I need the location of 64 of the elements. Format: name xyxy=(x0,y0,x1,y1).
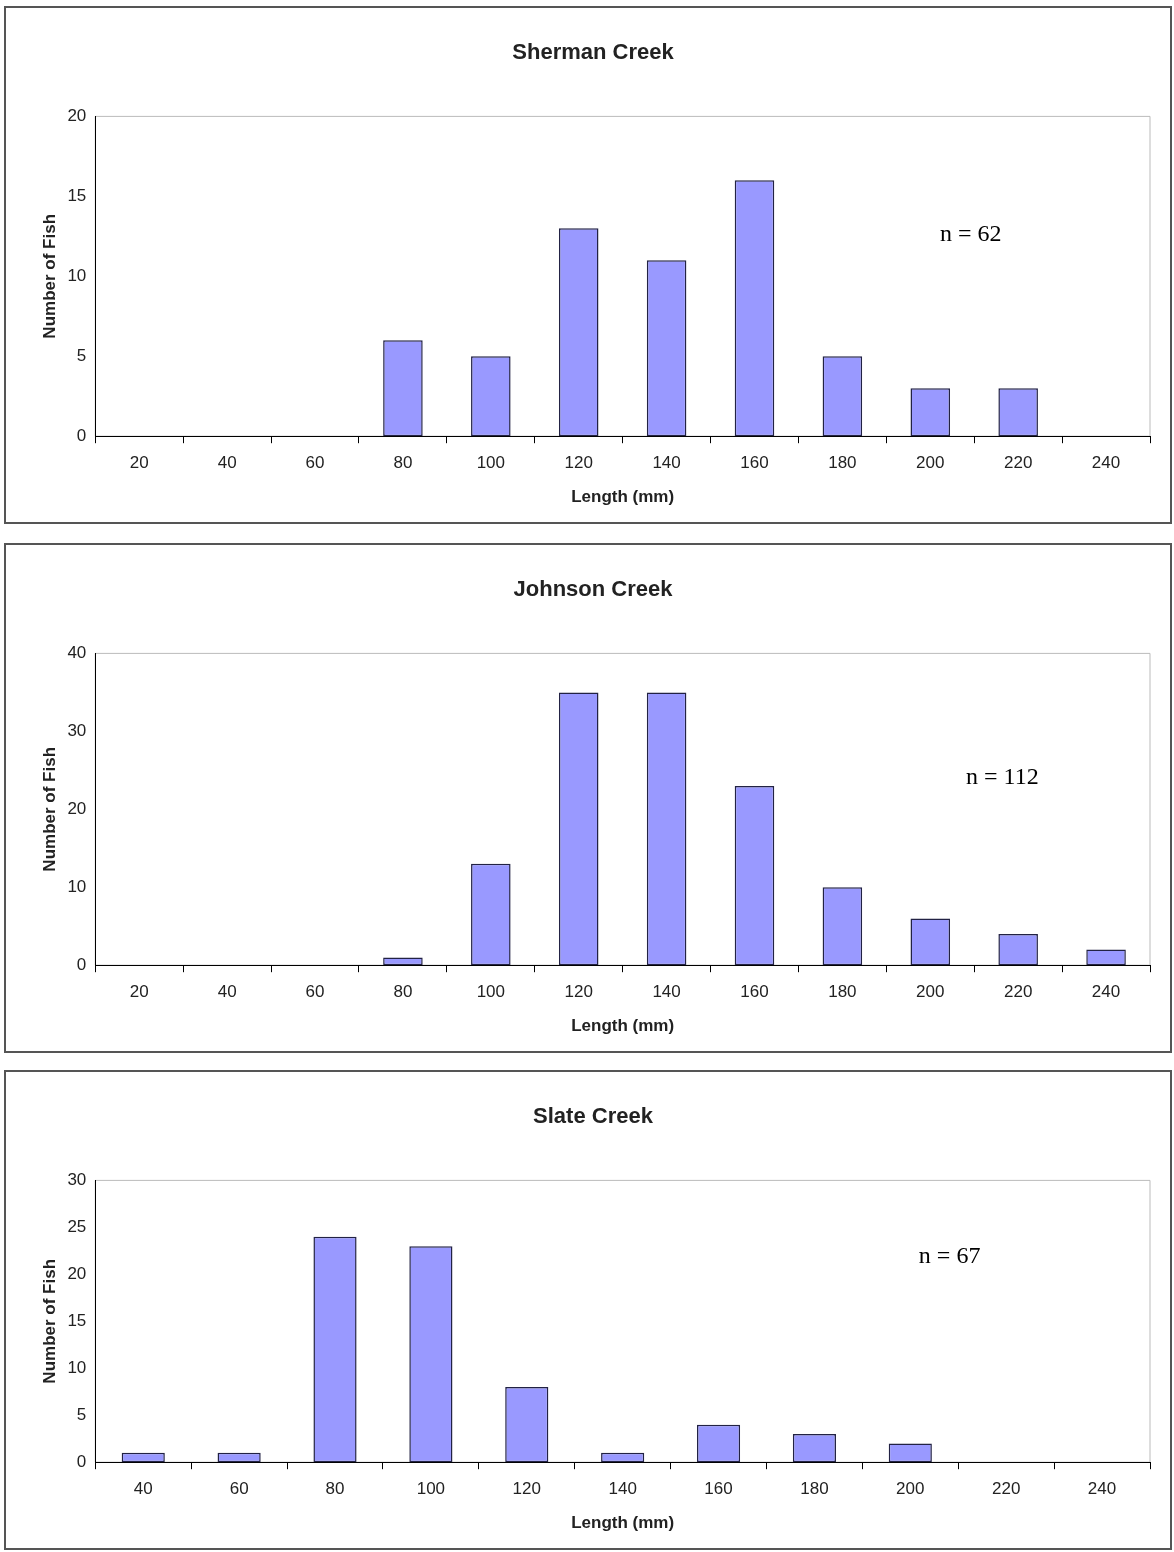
x-tick-label: 160 xyxy=(740,982,769,1002)
x-tick-label: 80 xyxy=(393,982,413,1002)
x-tick-label: 60 xyxy=(305,453,325,473)
x-tick-label: 80 xyxy=(393,453,413,473)
y-axis-title: Number of Fish xyxy=(39,213,59,339)
y-axis-title: Number of Fish xyxy=(39,1258,59,1384)
x-tick-label: 20 xyxy=(129,982,149,1002)
y-tick-label: 20 xyxy=(67,106,87,126)
y-axis-title: Number of Fish xyxy=(39,746,59,872)
x-tick-label: 180 xyxy=(828,982,857,1002)
x-tick-label: 160 xyxy=(740,453,769,473)
x-tick-label: 140 xyxy=(652,453,681,473)
y-tick-label: 10 xyxy=(67,876,87,896)
y-tick-label: 5 xyxy=(76,345,87,365)
y-tick-label: 5 xyxy=(76,1404,87,1424)
y-tick-label: 40 xyxy=(67,643,87,663)
y-tick-label: 10 xyxy=(67,1357,87,1377)
x-tick-label: 220 xyxy=(991,1479,1021,1499)
chart-title: Sherman Creek xyxy=(512,39,675,65)
y-tick-label: 15 xyxy=(67,1310,87,1330)
x-tick-label: 180 xyxy=(800,1479,829,1499)
x-tick-label: 140 xyxy=(652,982,681,1002)
x-tick-label: 180 xyxy=(828,453,857,473)
x-tick-label: 40 xyxy=(133,1479,153,1499)
x-axis-title: Length (mm) xyxy=(571,1513,675,1533)
x-tick-label: 100 xyxy=(476,982,506,1002)
x-tick-label: 100 xyxy=(416,1479,446,1499)
x-tick-label: 40 xyxy=(217,453,237,473)
x-tick-label: 20 xyxy=(129,453,149,473)
x-tick-label: 200 xyxy=(916,982,945,1002)
x-tick-label: 240 xyxy=(1087,1479,1117,1499)
annotation: n = 62 xyxy=(939,220,1002,247)
x-tick-label: 240 xyxy=(1091,982,1121,1002)
x-tick-label: 60 xyxy=(229,1479,249,1499)
x-tick-label: 120 xyxy=(564,453,593,473)
x-tick-label: 220 xyxy=(1003,453,1033,473)
y-tick-label: 15 xyxy=(67,186,87,206)
x-tick-label: 120 xyxy=(512,1479,541,1499)
x-tick-label: 200 xyxy=(916,453,945,473)
chart-title: Slate Creek xyxy=(533,1103,654,1129)
x-tick-label: 40 xyxy=(217,982,237,1002)
y-tick-label: 20 xyxy=(67,1264,87,1284)
x-axis-title: Length (mm) xyxy=(571,487,675,507)
x-tick-label: 60 xyxy=(305,982,325,1002)
y-tick-label: 30 xyxy=(67,1170,87,1190)
x-tick-label: 240 xyxy=(1091,453,1121,473)
x-axis-title: Length (mm) xyxy=(571,1016,675,1036)
y-tick-label: 0 xyxy=(76,954,87,974)
x-tick-label: 200 xyxy=(896,1479,925,1499)
annotation: n = 112 xyxy=(966,763,1039,790)
x-tick-label: 160 xyxy=(704,1479,733,1499)
x-tick-label: 120 xyxy=(564,982,593,1002)
y-tick-label: 25 xyxy=(67,1217,87,1237)
y-tick-label: 0 xyxy=(76,425,87,445)
annotation: n = 67 xyxy=(918,1241,981,1268)
y-tick-label: 30 xyxy=(67,721,87,741)
x-tick-label: 100 xyxy=(476,453,506,473)
x-tick-label: 140 xyxy=(608,1479,637,1499)
x-tick-label: 220 xyxy=(1003,982,1033,1002)
x-tick-label: 80 xyxy=(325,1479,345,1499)
y-tick-label: 0 xyxy=(76,1451,87,1471)
chart-title: Johnson Creek xyxy=(513,576,674,602)
y-tick-label: 10 xyxy=(67,265,87,285)
y-tick-label: 20 xyxy=(67,798,87,818)
